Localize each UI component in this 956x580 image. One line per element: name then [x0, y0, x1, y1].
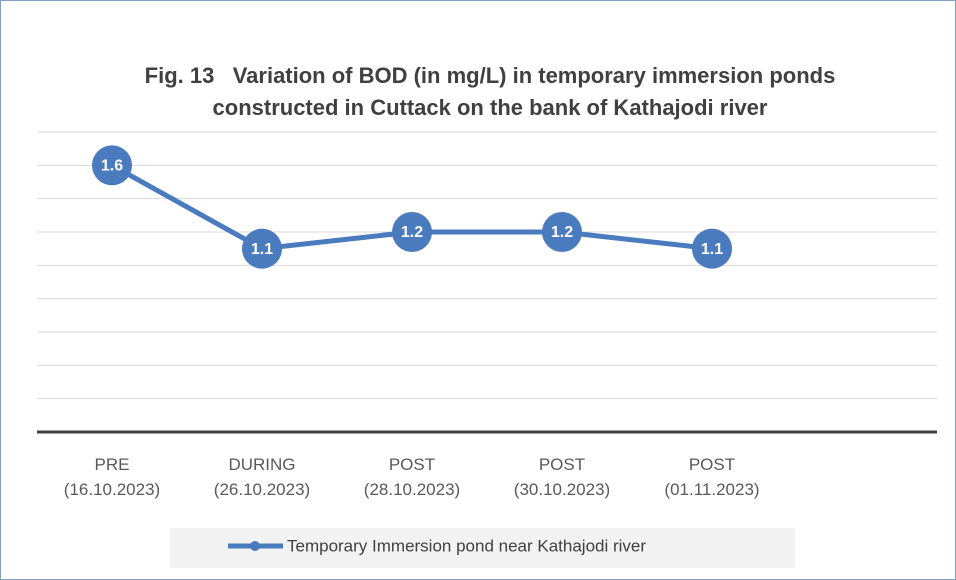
x-tick-label: (26.10.2023) — [214, 480, 310, 499]
data-label: 1.6 — [101, 158, 123, 175]
point — [92, 145, 132, 186]
legend-marker — [250, 541, 260, 551]
x-tick-label: POST — [689, 455, 735, 474]
data-label: 1.1 — [251, 241, 273, 258]
chart-title: Fig. 13 Variation of BOD (in mg/L) in te… — [144, 63, 842, 120]
point — [392, 212, 432, 252]
x-tick-label: (28.10.2023) — [364, 480, 460, 499]
x-tick-label: POST — [389, 455, 435, 474]
x-tick-label: (30.10.2023) — [514, 480, 610, 499]
data-label: 1.2 — [401, 224, 423, 241]
data-label: 1.2 — [551, 224, 573, 241]
x-tick-label: PRE — [95, 455, 130, 474]
x-tick-label: (16.10.2023) — [64, 480, 160, 499]
point — [692, 228, 732, 269]
x-tick-label: (01.11.2023) — [664, 480, 759, 499]
data-label: 1.1 — [701, 241, 723, 258]
x-tick-label: POST — [539, 455, 585, 474]
legend-label: Temporary Immersion pond near Kathajodi … — [287, 536, 646, 555]
x-tick-label: DURING — [228, 455, 295, 474]
point — [542, 212, 582, 252]
point — [242, 228, 282, 269]
